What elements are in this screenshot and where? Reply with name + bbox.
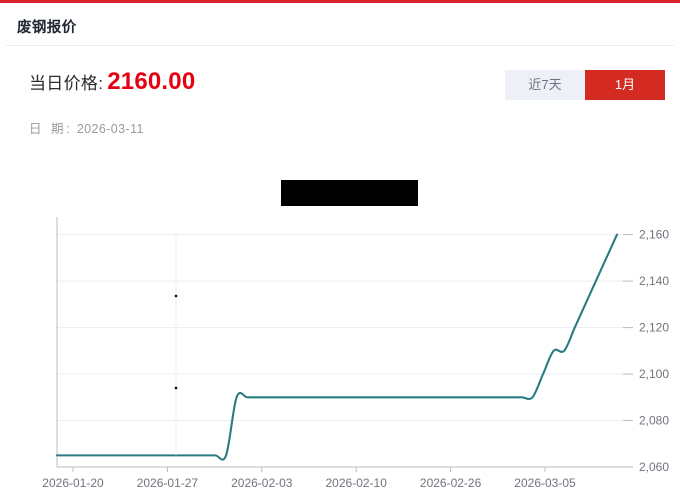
svg-text:2026-02-10: 2026-02-10 bbox=[326, 476, 388, 490]
svg-text:2,060: 2,060 bbox=[639, 460, 669, 474]
svg-text:2026-02-26: 2026-02-26 bbox=[420, 476, 482, 490]
svg-text:2026-01-27: 2026-01-27 bbox=[137, 476, 199, 490]
svg-text:2,160: 2,160 bbox=[639, 228, 669, 242]
chart-y-axis-labels: 2,060 2,080 2,100 2,120 2,140 2,160 bbox=[623, 228, 669, 474]
svg-text:2,100: 2,100 bbox=[639, 367, 669, 381]
card-header: 废钢报价 bbox=[0, 6, 680, 45]
range-button-1month[interactable]: 1月 bbox=[585, 70, 665, 100]
current-price-row: 当日价格: 2160.00 bbox=[29, 68, 195, 96]
current-price-label: 当日价格: bbox=[29, 74, 104, 93]
chart-x-axis-labels: 2026-01-20 2026-01-27 2026-02-03 2026-02-10… bbox=[42, 467, 576, 490]
svg-text:2,140: 2,140 bbox=[639, 274, 669, 288]
redacted-region bbox=[281, 180, 418, 206]
range-toggle-group: 近7天 1月 bbox=[505, 70, 665, 100]
chart-axes bbox=[56, 217, 623, 468]
svg-text:2,080: 2,080 bbox=[639, 414, 669, 428]
svg-text:2026-01-20: 2026-01-20 bbox=[42, 476, 104, 490]
chart-gridlines bbox=[57, 234, 623, 422]
svg-text:2,120: 2,120 bbox=[639, 321, 669, 335]
range-button-7days[interactable]: 近7天 bbox=[505, 70, 585, 100]
chart-hover-markers bbox=[174, 235, 178, 455]
quote-date-label: 日 期: bbox=[29, 122, 73, 136]
page-title: 废钢报价 bbox=[17, 20, 77, 36]
current-price-value: 2160.00 bbox=[107, 68, 196, 95]
chart-series-line bbox=[55, 233, 619, 461]
svg-text:2026-02-03: 2026-02-03 bbox=[231, 476, 293, 490]
header-divider bbox=[6, 45, 674, 46]
svg-text:2026-03-05: 2026-03-05 bbox=[514, 476, 576, 490]
quote-date-value: 2026-03-11 bbox=[76, 122, 144, 136]
quote-date-row: 日 期: 2026-03-11 bbox=[29, 118, 144, 137]
